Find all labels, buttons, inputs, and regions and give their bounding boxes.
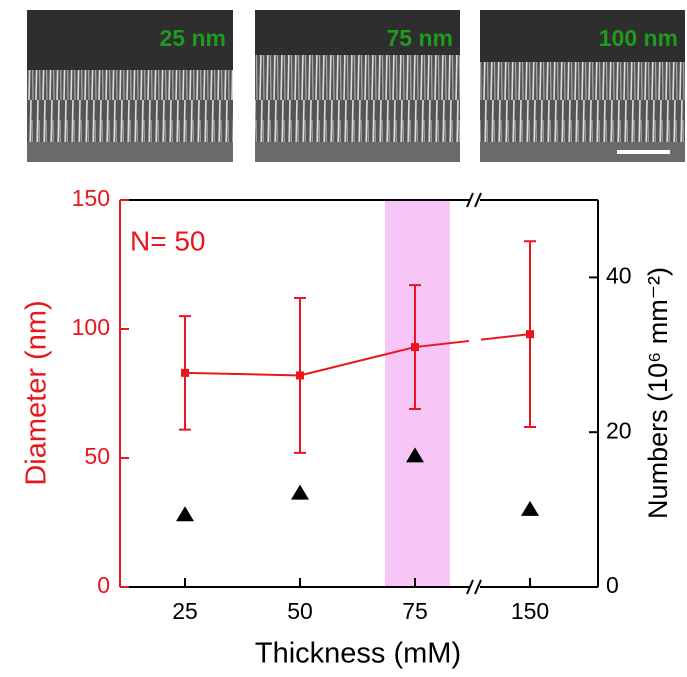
highlight-band — [385, 200, 450, 587]
square-marker — [526, 330, 534, 339]
axis-break — [474, 192, 482, 208]
square-marker — [181, 368, 189, 377]
x-axis-label: Thickness (mM) — [255, 638, 461, 670]
x-tick-label: 150 — [511, 598, 549, 624]
x-tick-label: 25 — [172, 598, 198, 624]
triangle-marker — [176, 506, 194, 522]
sem-image — [27, 10, 233, 162]
annotation: N= 50 — [130, 225, 206, 256]
y-tick-label: 50 — [84, 443, 110, 469]
x-tick-label: 50 — [287, 598, 313, 624]
image-label: 25 nm — [160, 25, 226, 51]
axis-break — [466, 579, 474, 595]
triangle-marker — [291, 484, 309, 500]
y-tick-label: 0 — [97, 572, 110, 598]
image-label: 100 nm — [599, 25, 678, 51]
square-marker — [296, 371, 304, 380]
sem-image — [480, 10, 685, 162]
y-tick-label: 150 — [72, 185, 110, 211]
triangle-marker — [406, 447, 424, 463]
square-marker — [411, 343, 419, 352]
axis-break — [474, 579, 482, 595]
axis-break — [466, 192, 474, 208]
sem-image — [255, 10, 460, 162]
image-label: 75 nm — [387, 25, 453, 51]
y-axis-label: Diameter (nm) — [21, 300, 53, 485]
line-break-gap — [469, 210, 481, 410]
x-tick-label: 75 — [402, 598, 428, 624]
y2-axis-label: Numbers (10⁶ mm⁻²) — [643, 267, 673, 519]
y2-tick-label: 20 — [606, 417, 632, 443]
y-tick-label: 100 — [72, 314, 110, 340]
y2-tick-label: 0 — [606, 572, 619, 598]
triangle-marker — [521, 500, 539, 516]
y2-tick-label: 40 — [606, 262, 632, 288]
